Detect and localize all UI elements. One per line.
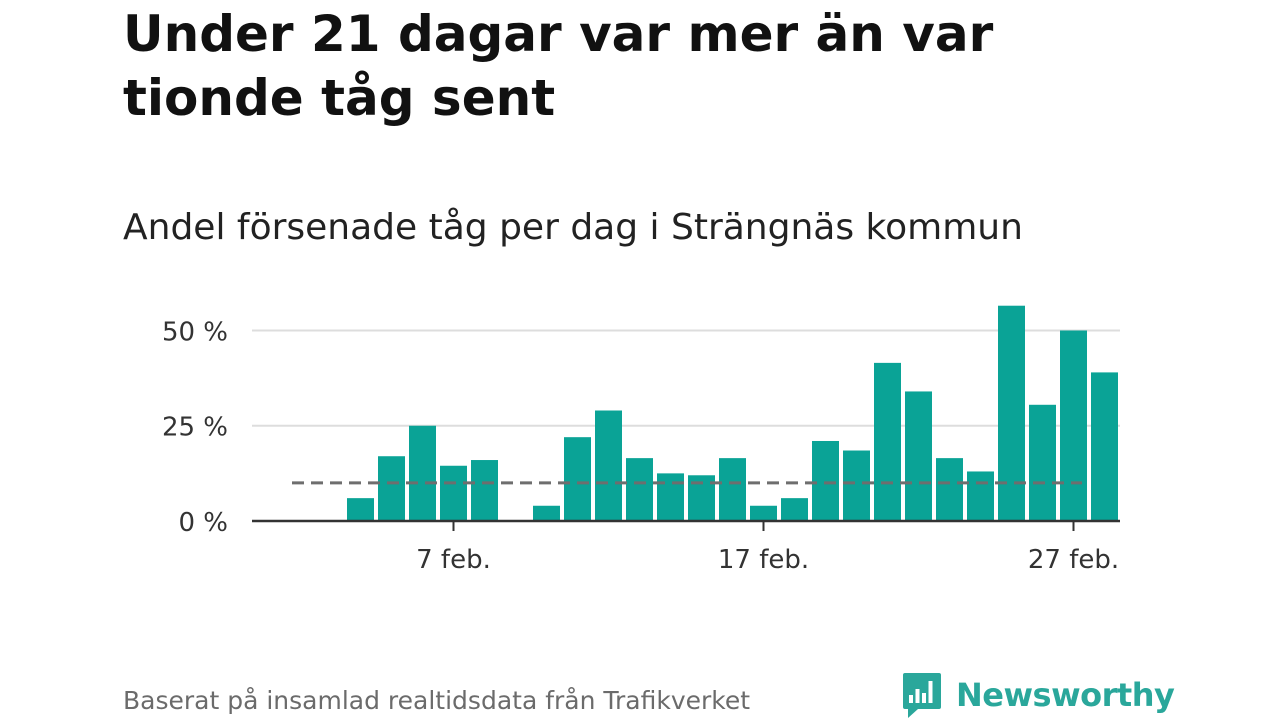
bar (1091, 372, 1118, 521)
bar (812, 440, 839, 521)
x-tick-label: 17 feb. (718, 545, 809, 575)
source-note: Baserat på insamlad realtidsdata från Tr… (123, 686, 751, 715)
bar (719, 458, 746, 521)
x-tick-label: 7 feb. (416, 545, 491, 575)
bar (1060, 330, 1087, 521)
chart-headline: Under 21 dagar var mer än var tionde tåg… (123, 5, 994, 127)
newsworthy-icon (903, 673, 941, 718)
bar (936, 458, 963, 521)
bar (967, 471, 994, 521)
gridlines (252, 329, 1120, 427)
bar (533, 505, 560, 521)
bar (409, 425, 436, 521)
bar (998, 305, 1025, 521)
y-tick-label: 25 % (162, 413, 228, 443)
bar (347, 498, 374, 521)
bar (874, 362, 901, 521)
bar (378, 456, 405, 521)
y-tick-label: 50 % (162, 317, 228, 347)
bar (657, 473, 684, 521)
bar (471, 460, 498, 521)
x-tick-label: 27 feb. (1028, 545, 1119, 575)
bar (1029, 404, 1056, 521)
bar (626, 458, 653, 521)
brand-name: Newsworthy (956, 676, 1175, 714)
bar (750, 505, 777, 521)
chart-subtitle: Andel försenade tåg per dag i Strängnäs … (123, 207, 1023, 248)
axes: 0 % 25 % 50 % 7 feb. 17 feb. 27 feb. (162, 317, 1120, 575)
bar (595, 410, 622, 521)
newsworthy-logo: Newsworthy (902, 670, 1175, 720)
bar (440, 465, 467, 521)
bar (843, 450, 870, 521)
bar (564, 437, 591, 521)
bar (781, 498, 808, 521)
y-tick-label: 0 % (178, 508, 228, 538)
bars (292, 305, 1118, 521)
bar (905, 391, 932, 521)
